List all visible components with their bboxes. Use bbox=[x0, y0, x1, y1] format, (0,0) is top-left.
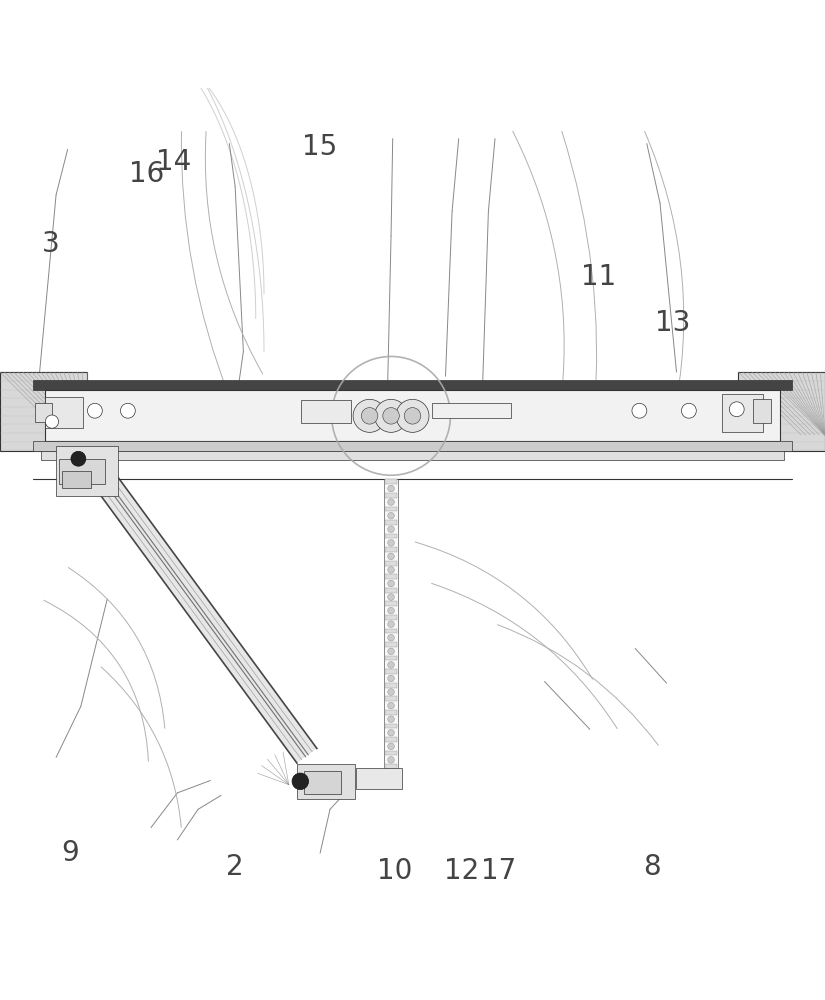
Circle shape bbox=[632, 403, 647, 418]
Bar bbox=[301, 400, 351, 423]
Circle shape bbox=[388, 580, 394, 587]
Circle shape bbox=[388, 485, 394, 492]
Bar bbox=[385, 601, 397, 606]
Bar bbox=[297, 764, 355, 799]
Bar bbox=[385, 574, 397, 579]
Bar bbox=[0, 372, 87, 450]
Circle shape bbox=[388, 539, 394, 546]
Circle shape bbox=[388, 662, 394, 668]
Text: 3: 3 bbox=[42, 230, 60, 258]
Circle shape bbox=[353, 399, 386, 432]
Circle shape bbox=[388, 607, 394, 614]
Bar bbox=[385, 561, 397, 566]
Bar bbox=[385, 696, 397, 701]
Circle shape bbox=[388, 648, 394, 655]
Bar bbox=[33, 441, 792, 451]
Circle shape bbox=[388, 594, 394, 600]
Bar bbox=[385, 751, 397, 755]
Circle shape bbox=[120, 403, 135, 418]
Bar bbox=[59, 459, 105, 484]
Bar bbox=[385, 710, 397, 715]
Bar bbox=[385, 764, 397, 769]
Bar bbox=[41, 451, 784, 460]
Circle shape bbox=[388, 634, 394, 641]
Text: 11: 11 bbox=[581, 263, 615, 291]
Circle shape bbox=[388, 729, 394, 736]
Text: 2: 2 bbox=[226, 853, 244, 881]
Circle shape bbox=[388, 743, 394, 750]
Bar bbox=[432, 403, 511, 418]
Circle shape bbox=[383, 408, 399, 424]
Circle shape bbox=[375, 399, 408, 432]
Bar bbox=[385, 479, 397, 484]
Bar bbox=[385, 493, 397, 498]
Circle shape bbox=[361, 408, 378, 424]
Circle shape bbox=[292, 773, 309, 790]
Bar bbox=[56, 446, 118, 496]
Circle shape bbox=[388, 621, 394, 627]
Circle shape bbox=[681, 403, 696, 418]
Text: 16: 16 bbox=[130, 160, 164, 188]
Bar bbox=[35, 403, 52, 422]
Circle shape bbox=[45, 415, 59, 428]
Bar bbox=[385, 547, 397, 552]
Circle shape bbox=[71, 451, 86, 466]
Circle shape bbox=[388, 553, 394, 560]
Bar bbox=[45, 390, 780, 441]
Circle shape bbox=[388, 689, 394, 695]
Bar bbox=[385, 588, 397, 593]
Text: 10: 10 bbox=[377, 857, 412, 885]
Circle shape bbox=[388, 702, 394, 709]
Bar bbox=[385, 656, 397, 660]
Bar bbox=[304, 771, 341, 794]
Bar bbox=[356, 768, 402, 789]
Text: 8: 8 bbox=[643, 853, 661, 881]
Bar bbox=[45, 397, 82, 428]
Circle shape bbox=[388, 499, 394, 505]
Bar bbox=[385, 737, 397, 742]
Bar bbox=[385, 683, 397, 688]
Bar bbox=[385, 507, 397, 511]
Circle shape bbox=[388, 567, 394, 573]
Bar bbox=[385, 615, 397, 620]
Bar bbox=[385, 520, 397, 525]
Bar bbox=[384, 479, 398, 785]
Bar bbox=[385, 642, 397, 647]
Circle shape bbox=[388, 512, 394, 519]
Circle shape bbox=[729, 402, 744, 417]
Bar bbox=[33, 380, 792, 390]
Circle shape bbox=[388, 716, 394, 722]
Text: 15: 15 bbox=[303, 133, 337, 161]
Bar bbox=[62, 471, 91, 488]
Bar bbox=[385, 724, 397, 728]
Bar bbox=[385, 669, 397, 674]
Text: 12: 12 bbox=[445, 857, 479, 885]
Bar bbox=[722, 394, 763, 432]
Polygon shape bbox=[97, 476, 317, 763]
Text: 14: 14 bbox=[156, 148, 191, 176]
Bar bbox=[385, 629, 397, 633]
Circle shape bbox=[388, 757, 394, 763]
Circle shape bbox=[396, 399, 429, 432]
Circle shape bbox=[388, 675, 394, 682]
Circle shape bbox=[404, 408, 421, 424]
Bar bbox=[738, 372, 825, 450]
Circle shape bbox=[87, 403, 102, 418]
Text: 9: 9 bbox=[61, 839, 79, 867]
Text: 13: 13 bbox=[655, 309, 690, 337]
Bar bbox=[753, 399, 771, 423]
Bar bbox=[385, 778, 397, 783]
Bar bbox=[385, 534, 397, 538]
Circle shape bbox=[388, 526, 394, 533]
Text: 17: 17 bbox=[482, 857, 516, 885]
Circle shape bbox=[388, 770, 394, 777]
